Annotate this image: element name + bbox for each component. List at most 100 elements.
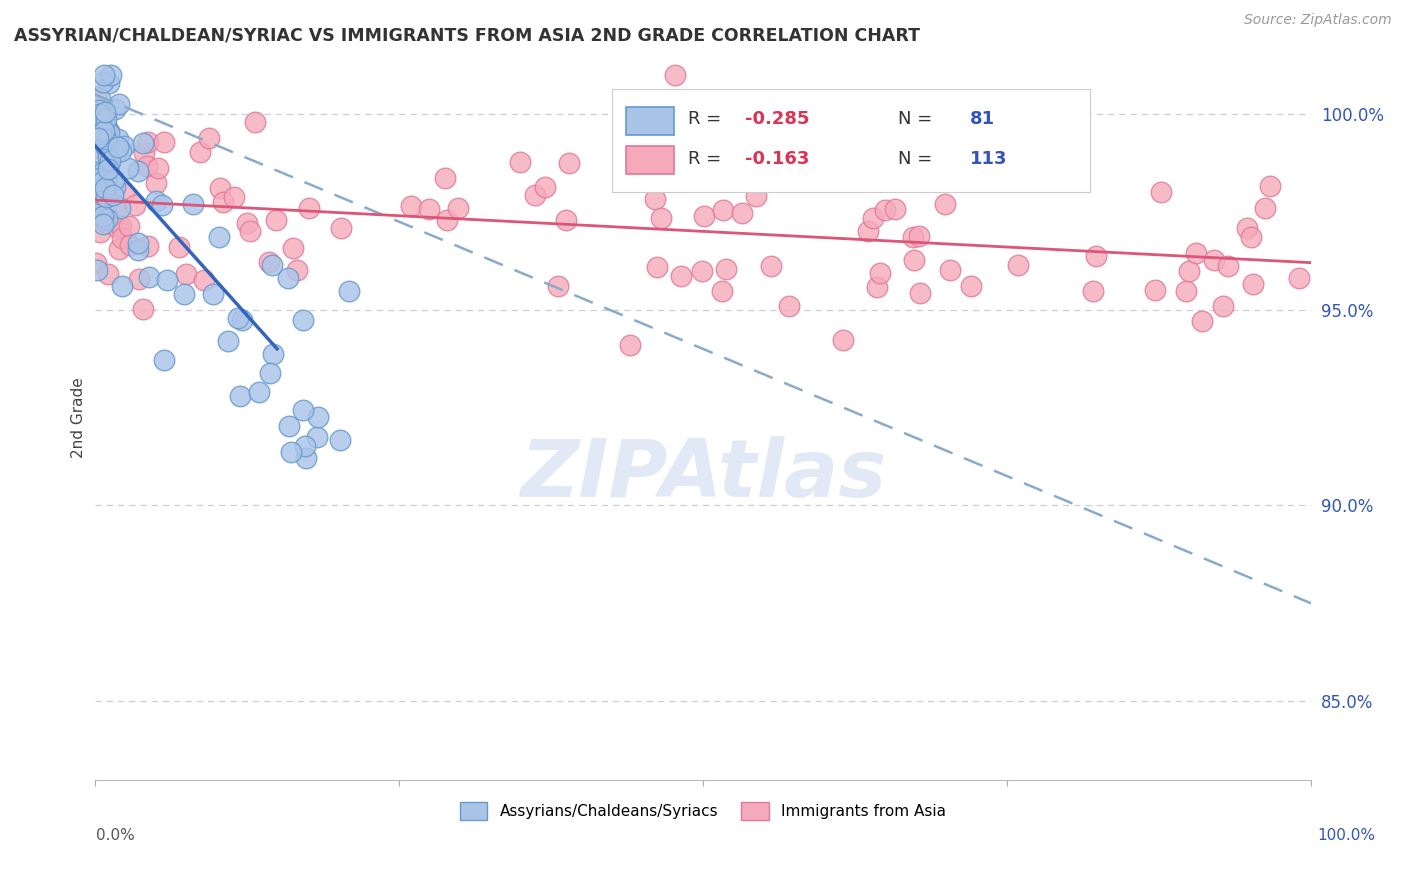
Point <box>436 212 458 227</box>
Point <box>105 203 128 218</box>
Point <box>1149 185 1171 199</box>
Point <box>138 269 160 284</box>
Point <box>745 188 768 202</box>
Point <box>447 201 470 215</box>
Point <box>96 134 118 148</box>
Point <box>910 285 932 300</box>
Point <box>731 206 754 220</box>
Point <box>277 271 299 285</box>
Point <box>295 451 318 466</box>
Point <box>257 255 280 269</box>
Point <box>555 213 578 227</box>
Point <box>243 114 266 128</box>
Point <box>148 161 170 176</box>
Point <box>173 286 195 301</box>
Point <box>714 262 737 277</box>
Point <box>91 174 114 188</box>
Point <box>145 194 167 208</box>
Point <box>110 219 132 233</box>
Point <box>84 90 107 104</box>
Point <box>627 169 650 184</box>
Point <box>124 198 146 212</box>
Text: N =: N = <box>898 111 938 128</box>
Point <box>664 68 686 82</box>
Point <box>153 353 176 368</box>
Point <box>280 445 302 459</box>
Point <box>108 242 131 256</box>
Point <box>1191 314 1213 328</box>
Point <box>934 196 956 211</box>
Point <box>91 75 114 89</box>
Point <box>97 267 120 281</box>
Point <box>903 252 925 267</box>
Point <box>329 221 352 235</box>
Point <box>127 164 149 178</box>
Point <box>1288 271 1310 285</box>
Point <box>1174 284 1197 298</box>
Point <box>96 175 118 189</box>
Point <box>208 230 231 244</box>
Point <box>103 173 125 187</box>
Point <box>86 263 108 277</box>
Point <box>96 121 118 136</box>
Point <box>132 302 155 317</box>
Point <box>399 198 422 212</box>
Point <box>1241 277 1264 291</box>
Point <box>174 267 197 281</box>
Point <box>222 190 245 204</box>
Point <box>201 286 224 301</box>
Point <box>305 430 328 444</box>
Text: -0.285: -0.285 <box>745 111 810 128</box>
Point <box>112 186 135 200</box>
Y-axis label: 2nd Grade: 2nd Grade <box>72 377 86 458</box>
Point <box>94 132 117 146</box>
Point <box>87 171 110 186</box>
Point <box>103 138 125 153</box>
Point <box>433 171 456 186</box>
Text: 81: 81 <box>970 111 995 128</box>
Point <box>104 102 127 116</box>
Point <box>281 241 304 255</box>
Point <box>98 153 121 168</box>
Point <box>90 209 112 223</box>
Point <box>1085 249 1108 263</box>
Point <box>875 202 897 217</box>
Point <box>128 271 150 285</box>
Text: 0.0%: 0.0% <box>96 828 135 843</box>
Point <box>96 208 118 222</box>
Point <box>1007 258 1029 272</box>
Point <box>901 229 924 244</box>
Text: N =: N = <box>898 150 938 168</box>
Point <box>650 211 672 225</box>
Text: 113: 113 <box>970 150 1008 168</box>
Point <box>534 180 557 194</box>
Point <box>297 201 319 215</box>
Point <box>883 202 905 216</box>
Point <box>93 180 115 194</box>
Point <box>291 402 314 417</box>
Point <box>959 278 981 293</box>
Point <box>1143 284 1166 298</box>
Point <box>509 155 531 169</box>
Point <box>856 224 879 238</box>
Point <box>111 231 134 245</box>
Point <box>167 240 190 254</box>
Point <box>96 211 118 226</box>
Point <box>939 262 962 277</box>
Point <box>1178 264 1201 278</box>
Point <box>136 135 159 149</box>
Point <box>87 140 110 154</box>
Point <box>181 197 204 211</box>
Point <box>869 266 891 280</box>
Point <box>229 388 252 402</box>
Point <box>858 144 880 158</box>
Point <box>693 209 716 223</box>
Point <box>127 236 149 251</box>
Point <box>661 169 683 184</box>
Point <box>84 256 107 270</box>
Point <box>98 157 121 171</box>
Point <box>198 131 221 145</box>
Point <box>96 216 118 230</box>
Point <box>908 229 931 244</box>
Point <box>547 279 569 293</box>
